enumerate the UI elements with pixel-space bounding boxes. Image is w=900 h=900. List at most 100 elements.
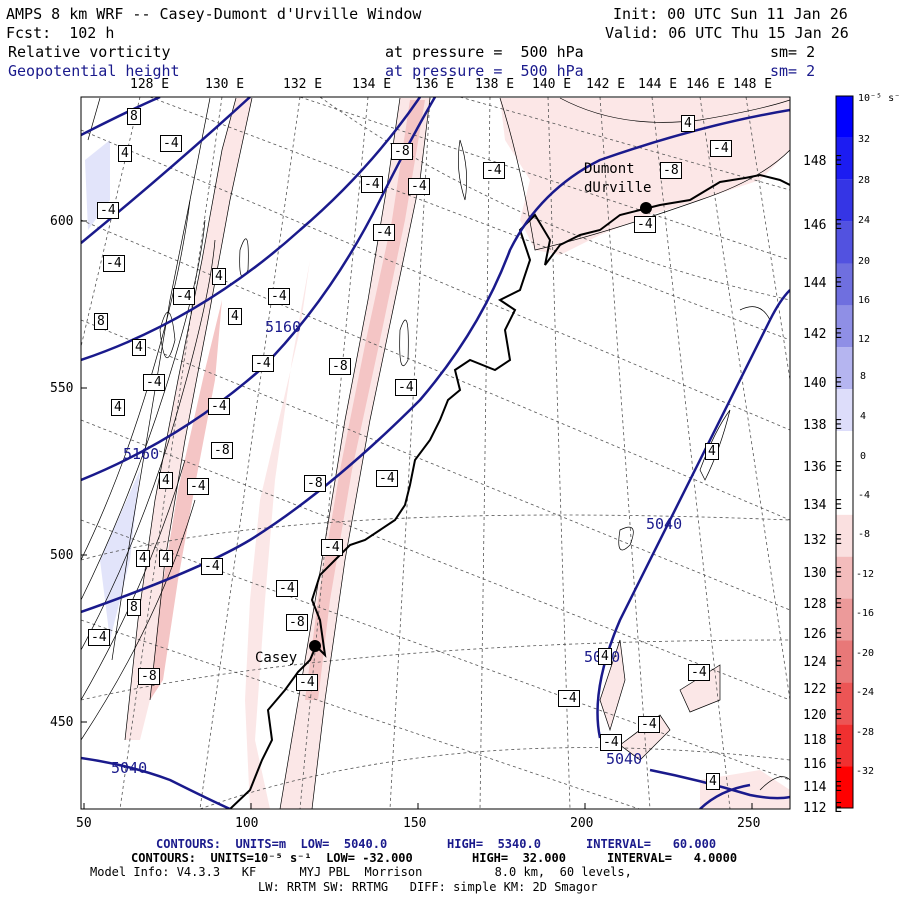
colorbar-tick: -8 (858, 529, 871, 540)
vorticity-label: 4 (159, 550, 173, 567)
colorbar-frame (835, 95, 854, 809)
right-lon-label: 142 E (803, 327, 843, 342)
y-tick-label: 500 (50, 548, 74, 563)
colorbar-segment (836, 221, 853, 264)
vorticity-label: -8 (138, 668, 160, 685)
vorticity-label: -4 (143, 374, 165, 391)
vorticity-label: -4 (638, 716, 660, 733)
vorticity-label: -4 (321, 539, 343, 556)
vorticity-label: 4 (705, 443, 719, 460)
top-lon-label: 140 E (532, 77, 572, 92)
colorbar-segment (836, 179, 853, 222)
vorticity-label: -4 (252, 355, 274, 372)
footer-vorticity-interval: INTERVAL= 4.0000 (607, 851, 738, 865)
right-lon-label: 144 E (803, 276, 843, 291)
right-lon-label: 126 E (803, 627, 843, 642)
footer-height-high: HIGH= 5340.0 (447, 837, 541, 851)
vorticity-label: 4 (118, 145, 132, 162)
vorticity-label: -4 (688, 664, 710, 681)
vorticity-label: 8 (94, 313, 108, 330)
height-contour-label: 5040 (646, 515, 683, 533)
forecast-hour: Fcst: 102 h (6, 24, 115, 42)
vorticity-label: -4 (201, 558, 223, 575)
colorbar-tick: 8 (860, 371, 867, 382)
colorbar-tick: 4 (860, 411, 867, 422)
top-lon-label: 136 E (415, 77, 455, 92)
vorticity-label: 8 (127, 599, 141, 616)
top-lon-label: 134 E (352, 77, 392, 92)
map-title: AMPS 8 km WRF -- Casey-Dumont d'Urville … (6, 5, 422, 23)
vorticity-label: 4 (212, 268, 226, 285)
init-time: Init: 00 UTC Sun 11 Jan 26 (613, 5, 848, 23)
x-tick-label: 100 (235, 816, 259, 831)
vorticity-label: 4 (111, 399, 125, 416)
colorbar-tick: -28 (856, 727, 875, 738)
field1-name: Relative vorticity (8, 43, 171, 61)
right-lon-label: 146 E (803, 218, 843, 233)
vorticity-label: -8 (391, 143, 413, 160)
colorbar-tick: -4 (858, 490, 871, 501)
vorticity-label: -4 (187, 478, 209, 495)
vorticity-label: 4 (159, 472, 173, 489)
top-lon-label: 132 E (283, 77, 323, 92)
colorbar (835, 95, 854, 809)
vorticity-label: -4 (97, 202, 119, 219)
height-contour-label: 5160 (123, 445, 160, 463)
field2-level: at pressure = 500 hPa (385, 62, 584, 80)
vorticity-label: 4 (136, 550, 150, 567)
station-marker-casey (309, 640, 321, 652)
colorbar-segment (836, 263, 853, 306)
footer-height-interval: INTERVAL= 60.000 (586, 837, 717, 851)
colorbar-tick: 32 (858, 134, 871, 145)
colorbar-segment (836, 640, 853, 683)
x-tick-label: 250 (737, 816, 761, 831)
vorticity-label: -4 (103, 255, 125, 272)
colorbar-segment (836, 556, 853, 599)
height-contour-label: 5040 (111, 759, 148, 777)
right-lon-label: 130 E (803, 566, 843, 581)
right-lon-label: 112 E (803, 801, 843, 816)
height-contour-label: 5040 (606, 750, 643, 768)
y-tick-label: 450 (50, 715, 74, 730)
vorticity-label: -8 (211, 442, 233, 459)
right-lon-label: 134 E (803, 498, 843, 513)
right-lon-label: 116 E (803, 757, 843, 772)
vorticity-label: -4 (600, 734, 622, 751)
colorbar-tick: 0 (860, 451, 867, 462)
right-lon-label: 118 E (803, 733, 843, 748)
vorticity-label: -4 (173, 288, 195, 305)
colorbar-segment (836, 305, 853, 348)
x-tick-label: 50 (76, 816, 92, 831)
vorticity-label: -4 (558, 690, 580, 707)
right-lon-label: 132 E (803, 533, 843, 548)
y-tick-label: 600 (50, 214, 74, 229)
vorticity-label: -4 (208, 398, 230, 415)
colorbar-tick: -32 (856, 766, 875, 777)
station-label-dumont: Dumont dUrville (584, 161, 652, 196)
colorbar-tick: 12 (858, 334, 871, 345)
colorbar-segment (836, 766, 853, 808)
colorbar-tick: -16 (856, 608, 875, 619)
y-tick-label: 550 (50, 381, 74, 396)
footer-vorticity-contours: CONTOURS: UNITS=10⁻⁵ s⁻¹ LOW= -32.000 (131, 851, 413, 865)
colorbar-segment (836, 431, 853, 473)
colorbar-segment (836, 472, 853, 515)
vorticity-shading (85, 98, 790, 809)
vorticity-label: -4 (395, 379, 417, 396)
station-marker-dumont (640, 202, 652, 214)
vorticity-label: -8 (286, 614, 308, 631)
graticule (81, 97, 790, 809)
vorticity-label: -4 (268, 288, 290, 305)
right-lon-label: 120 E (803, 708, 843, 723)
vorticity-label: -4 (373, 224, 395, 241)
colorbar-tick: 20 (858, 256, 871, 267)
top-lon-label: 142 E (586, 77, 626, 92)
colorbar-tick: -24 (856, 687, 875, 698)
field2-name: Geopotential height (8, 62, 180, 80)
vorticity-label: -8 (304, 475, 326, 492)
vorticity-label: -4 (88, 629, 110, 646)
top-lon-label: 128 E (130, 77, 170, 92)
vorticity-label: -4 (160, 135, 182, 152)
station-label-casey: Casey (255, 650, 298, 666)
footer-height-contours: CONTOURS: UNITS=m LOW= 5040.0 (156, 837, 388, 851)
